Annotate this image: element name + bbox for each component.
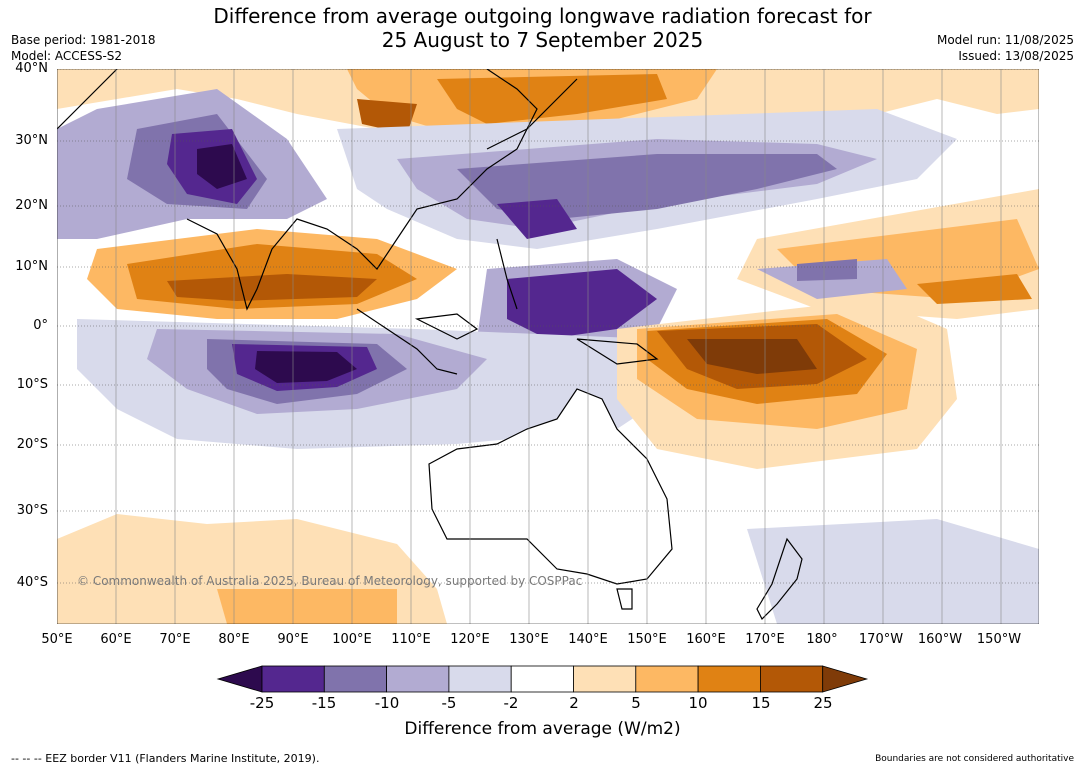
colorbar-tick-label: -15: [311, 694, 337, 712]
colorbar-title: Difference from average (W/m2): [404, 719, 681, 739]
lat-label-40s: 40°S: [16, 575, 48, 590]
anomaly-fill-layer: [57, 69, 1039, 624]
colorbar-swatch: [635, 665, 699, 693]
lat-label-10s: 10°S: [16, 377, 48, 392]
lon-label-50e: 50°E: [41, 632, 73, 647]
colorbar-tick-label: 25: [813, 694, 833, 712]
lon-label-80e: 80°E: [218, 632, 250, 647]
colorbar-swatch: [510, 665, 574, 693]
colorbar-arrow-high: [822, 665, 869, 693]
colorbar-tick-label: 15: [751, 694, 771, 712]
lon-label-90e: 90°E: [277, 632, 309, 647]
coastline-layer: [57, 69, 803, 621]
lon-label-130e: 130°E: [509, 632, 549, 647]
colorbar-tick-label: -2: [503, 694, 519, 712]
colorbar-swatch: [760, 665, 824, 693]
lat-label-20s: 20°S: [16, 437, 48, 452]
map-title: Difference from average outgoing longwav…: [0, 4, 1085, 52]
colorbar-tick-label: -10: [374, 694, 400, 712]
title-line-2: 25 August to 7 September 2025: [381, 28, 704, 52]
lon-label-140e: 140°E: [568, 632, 608, 647]
colorbar-tick-label: -5: [441, 694, 457, 712]
lon-label-150e: 150°E: [627, 632, 667, 647]
new-guinea-coast: [576, 338, 659, 365]
colorbar-swatch: [386, 665, 450, 693]
colorbar-tick-label: 10: [688, 694, 708, 712]
arabia-coast: [57, 69, 118, 130]
australia-coast: [428, 388, 673, 585]
lon-label-150w: 150°W: [976, 632, 1022, 647]
tasmania-coast: [616, 588, 633, 610]
issued-date: Issued: 13/08/2025: [958, 49, 1074, 63]
boundary-disclaimer: Boundaries are not considered authoritat…: [875, 754, 1074, 764]
lat-label-30s: 30°S: [16, 503, 48, 518]
colorbar: [216, 665, 869, 693]
colorbar-arrow-low: [216, 665, 263, 693]
lon-label-110e: 110°E: [391, 632, 431, 647]
lon-label-100e: 100°E: [332, 632, 372, 647]
colorbar-swatch: [573, 665, 637, 693]
lat-label-20n: 20°N: [15, 198, 48, 213]
colorbar-tick-label: 5: [631, 694, 641, 712]
sumatra-coast: [356, 308, 458, 375]
eez-border-legend: -- -- -- EEZ border V11 (Flanders Marine…: [11, 752, 320, 765]
colorbar-swatch: [697, 665, 761, 693]
base-period: Base period: 1981-2018: [11, 33, 156, 47]
lon-label-160w: 160°W: [917, 632, 963, 647]
model-name: Model: ACCESS-S2: [11, 49, 123, 63]
meridian-layer: [57, 69, 1002, 624]
lon-label-180: 180°: [806, 632, 838, 647]
lon-label-120e: 120°E: [450, 632, 490, 647]
colorbar-swatch: [261, 665, 325, 693]
olr-anomaly-map: [57, 69, 1039, 624]
borneo-coast: [414, 313, 479, 340]
philippines-coast: [496, 238, 518, 310]
meta-left: Base period: 1981-2018 Model: ACCESS-S2: [11, 32, 156, 64]
colorbar-tick-label: 2: [569, 694, 579, 712]
lon-label-170w: 170°W: [858, 632, 904, 647]
model-run: Model run: 11/08/2025: [936, 33, 1074, 47]
new-zealand-coast: [756, 537, 803, 621]
title-line-1: Difference from average outgoing longwav…: [213, 4, 872, 28]
lon-label-160e: 160°E: [686, 632, 726, 647]
colorbar-swatch: [323, 665, 387, 693]
colorbar-swatch: [448, 665, 512, 693]
lat-label-0: 0°: [33, 318, 48, 333]
lat-label-40n: 40°N: [15, 61, 48, 76]
lon-label-70e: 70°E: [159, 632, 191, 647]
meta-right: Model run: 11/08/2025 Issued: 13/08/2025: [937, 32, 1074, 64]
lat-label-30n: 30°N: [15, 133, 48, 148]
copyright-notice: © Commonwealth of Australia 2025, Bureau…: [77, 574, 583, 588]
japan-coast: [486, 78, 578, 150]
lon-label-60e: 60°E: [100, 632, 132, 647]
lon-label-170e: 170°E: [745, 632, 785, 647]
asia-coast: [186, 69, 538, 311]
lat-label-10n: 10°N: [15, 259, 48, 274]
colorbar-tick-label: -25: [249, 694, 275, 712]
